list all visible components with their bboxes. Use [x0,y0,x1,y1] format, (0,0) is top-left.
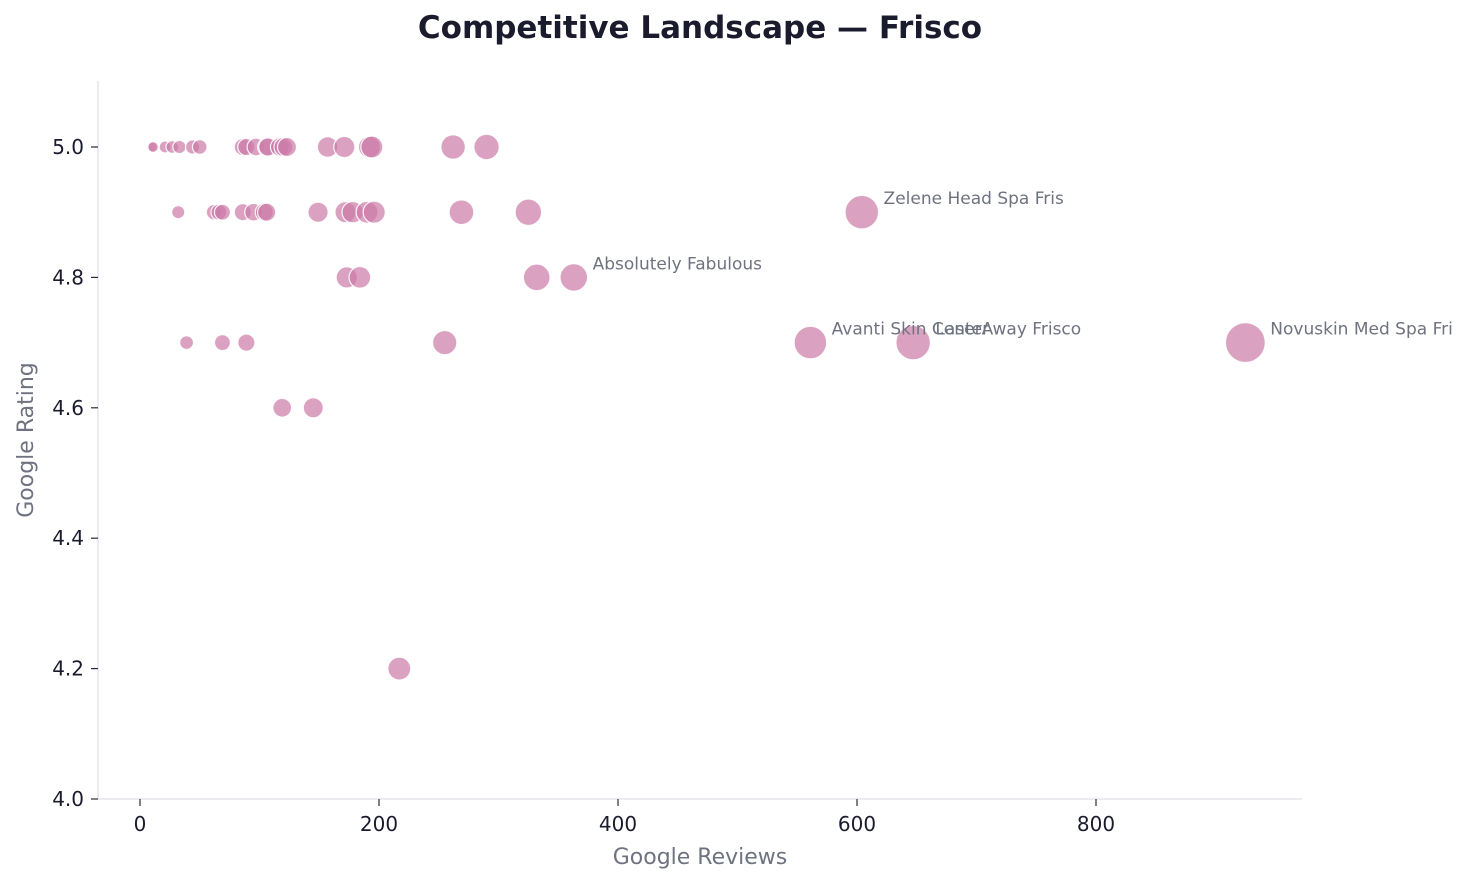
point-label: Absolutely Fabulous [593,254,763,274]
y-tick-label: 5.0 [52,135,84,159]
data-point [559,263,589,292]
data-point [179,335,195,351]
point-label: Novuskin Med Spa Fri [1270,320,1453,340]
y-tick-label: 4.0 [52,787,84,811]
point-label: LaserAway Frisco [935,320,1081,340]
y-axis-label: Google Rating [14,362,39,518]
data-point [257,202,277,222]
chart-title: Competitive Landscape — Frisco [417,10,983,46]
data-point [307,201,329,223]
x-tick-label: 0 [134,812,147,836]
data-point [844,194,880,230]
data-points [146,133,1266,681]
data-point [213,203,232,221]
data-point [448,199,475,226]
data-point [473,133,500,161]
data-point [333,135,356,159]
y-tick-label: 4.2 [52,657,84,681]
y-tick-label: 4.4 [52,526,84,550]
x-axis-label: Google Reviews [613,845,788,870]
data-point [362,200,386,224]
x-tick-label: 400 [599,812,637,836]
data-point [191,139,208,155]
data-point [348,265,372,289]
x-axis-ticks: 0 200 400 600 800 [134,799,1115,836]
data-point [1224,322,1266,364]
x-tick-label: 200 [360,812,398,836]
data-point [793,325,828,360]
y-tick-label: 4.6 [52,396,84,420]
data-point [302,397,324,419]
data-point [171,205,186,220]
data-point [895,324,932,361]
point-annotations: Zelene Head Spa Fris Absolutely Fabulous A… [593,189,1453,339]
data-point [360,135,384,159]
data-point [522,263,551,292]
data-point [440,134,466,160]
data-point [387,656,412,681]
point-label: Zelene Head Spa Fris [884,189,1064,209]
axes-spines [97,81,1302,800]
data-point [237,333,256,352]
data-point [147,141,160,153]
data-point [514,198,543,227]
y-tick-label: 4.8 [52,265,84,289]
x-tick-label: 800 [1077,812,1115,836]
data-point [272,397,293,418]
data-point [172,139,187,155]
data-point [432,329,458,356]
data-point [276,136,298,158]
data-point [213,334,232,352]
point-label: Avanti Skin Center [832,320,989,340]
y-axis-ticks: 4.0 4.2 4.4 4.6 4.8 5.0 [52,135,98,811]
x-tick-label: 600 [838,812,876,836]
